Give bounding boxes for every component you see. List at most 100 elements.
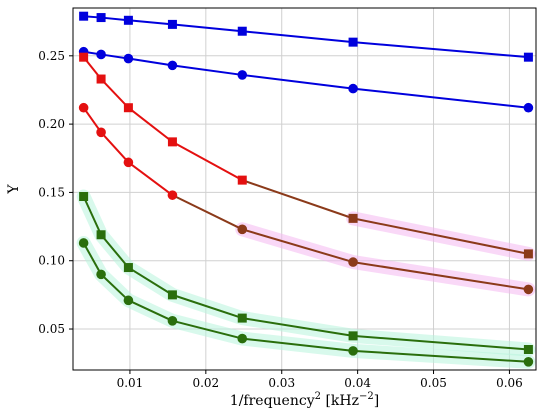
x-tick-label: 0.04 — [344, 376, 371, 390]
grid — [73, 8, 536, 370]
series-line-segment — [128, 19, 173, 26]
y-tick-label: 0.10 — [38, 254, 65, 268]
x-tick-label: 0.06 — [496, 376, 523, 390]
series-5 — [79, 192, 533, 355]
series-line-segment — [352, 41, 529, 59]
data-point-square — [523, 249, 533, 259]
data-point-circle — [523, 357, 534, 367]
x-axis-label-base: 1/frequency — [230, 393, 315, 409]
data-point-square — [167, 290, 177, 300]
data-point-square — [167, 19, 177, 29]
series-line-segment — [100, 131, 130, 164]
series-line-segment — [82, 196, 102, 236]
series-line-segment — [171, 194, 243, 231]
data-point-circle — [167, 190, 178, 200]
y-axis-label: Y — [6, 184, 22, 195]
data-point-circle — [123, 295, 134, 306]
series-line-segment — [127, 299, 173, 322]
x-tick-label: 0.03 — [268, 376, 295, 390]
series-line-segment — [172, 293, 243, 320]
x-axis-label-sup2: −2 — [359, 391, 374, 402]
series-2 — [78, 46, 534, 113]
data-point-circle — [78, 102, 89, 113]
data-point-circle — [237, 70, 248, 80]
series-line-segment — [172, 64, 243, 76]
data-point-circle — [96, 127, 106, 138]
data-point-square — [123, 15, 133, 25]
series-line-segment — [352, 334, 529, 351]
series-line-segment — [100, 273, 130, 302]
series-line-segment — [127, 266, 173, 296]
series-line-segment — [242, 73, 354, 90]
data-point-square — [79, 192, 89, 202]
data-point-circle — [348, 83, 358, 94]
data-point-square — [96, 230, 106, 240]
data-point-square — [523, 345, 533, 355]
series-line-segment — [171, 140, 243, 181]
series-line-segment — [82, 242, 102, 275]
data-point-square — [167, 137, 177, 147]
data-point-square — [237, 313, 247, 323]
series-line-segment — [242, 30, 354, 44]
y-tick-label: 0.05 — [38, 322, 65, 336]
y-tick-label: 0.25 — [38, 49, 65, 63]
axis-ticks: 0.01 0.02 0.03 0.04 0.05 0.06 0.05 0.10 0.15 0.20… — [38, 49, 523, 390]
series-line-segment — [352, 217, 529, 255]
data-point-square — [523, 52, 533, 62]
series-line-segment — [100, 78, 130, 109]
x-tick-label: 0.05 — [420, 376, 447, 390]
data-point-square — [96, 13, 106, 23]
series-line-segment — [352, 261, 529, 291]
x-axis-label: 1/frequency2 [kHz−2] — [230, 391, 379, 409]
data-point-circle — [237, 224, 248, 235]
x-axis-label-sup1: 2 — [315, 391, 321, 402]
data-point-square — [237, 175, 247, 185]
series-group — [78, 11, 534, 367]
data-point-circle — [348, 346, 358, 356]
series-line-segment — [241, 228, 354, 264]
data-point-square — [348, 331, 358, 341]
data-point-square — [79, 11, 89, 21]
series-1 — [79, 11, 533, 62]
series-line-segment — [352, 87, 529, 109]
data-point-square — [348, 37, 358, 47]
data-point-square — [123, 263, 133, 273]
series-line-segment — [241, 179, 354, 220]
plot-frame — [72, 7, 537, 371]
series-line-segment — [127, 106, 174, 143]
data-point-circle — [523, 284, 534, 295]
data-point-circle — [167, 60, 178, 71]
series-6 — [78, 238, 534, 367]
data-point-circle — [78, 238, 89, 248]
data-point-square — [348, 213, 358, 223]
series-line-segment — [172, 319, 243, 340]
data-point-circle — [523, 102, 534, 113]
data-point-square — [96, 74, 106, 84]
series-line-segment — [242, 337, 354, 352]
series-line-segment — [100, 16, 129, 22]
data-point-circle — [96, 49, 106, 60]
data-point-square — [237, 26, 247, 36]
x-axis-label-unit: [kHz — [321, 393, 359, 409]
series-line-segment — [100, 234, 130, 269]
data-point-circle — [123, 157, 134, 168]
x-tick-label: 0.02 — [192, 376, 219, 390]
data-point-square — [123, 103, 133, 113]
data-point-circle — [237, 333, 248, 344]
series-4 — [78, 102, 534, 295]
data-point-square — [79, 52, 89, 62]
series-line-segment — [353, 349, 529, 363]
series-line-segment — [82, 107, 102, 133]
y-tick-label: 0.15 — [38, 185, 65, 199]
series-line-segment — [128, 57, 173, 67]
data-point-circle — [96, 269, 106, 280]
series-line-segment — [172, 23, 243, 33]
x-tick-label: 0.01 — [117, 376, 144, 390]
series-line-segment — [127, 161, 174, 196]
series-3 — [79, 52, 533, 259]
x-axis-label-close: ] — [374, 393, 379, 409]
series-line-segment — [242, 317, 354, 337]
data-point-circle — [123, 53, 134, 64]
data-point-circle — [348, 257, 358, 267]
